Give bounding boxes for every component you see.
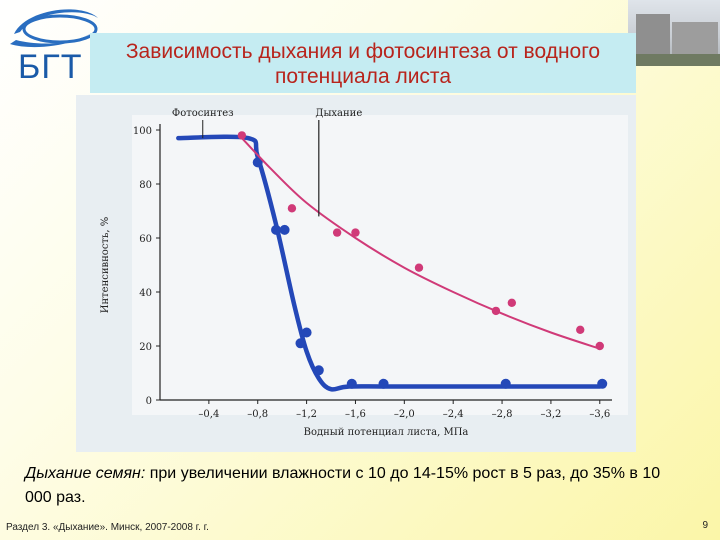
- series-line-respiration: [238, 134, 601, 350]
- y-tick-label: 60: [139, 234, 152, 245]
- x-tick-label: –2,4: [443, 409, 464, 420]
- data-point: [332, 228, 342, 237]
- data-point: [237, 131, 247, 140]
- annotation-respiration: Дыхание: [315, 108, 362, 119]
- slide-title-box: Зависимость дыхания и фотосинтеза от вод…: [90, 33, 636, 93]
- caption: Дыхание семян: при увеличении влажности …: [25, 462, 665, 510]
- university-logo: БГТ: [6, 4, 102, 94]
- caption-emphasis: Дыхание семян:: [25, 465, 146, 482]
- caption-text: при увеличении влажности с 10 до 14-15% …: [25, 465, 661, 506]
- slide-title: Зависимость дыхания и фотосинтеза от вод…: [125, 40, 601, 88]
- y-axis-label: Интенсивность, %: [100, 217, 111, 314]
- x-tick-label: –0,4: [198, 409, 219, 420]
- x-tick-label: –3,6: [589, 409, 610, 420]
- x-tick-label: –2,0: [394, 409, 415, 420]
- annotation-photosynthesis: Фотосинтез: [172, 108, 234, 119]
- data-point: [500, 378, 511, 389]
- data-point: [597, 378, 608, 389]
- data-point: [252, 157, 263, 168]
- data-point: [295, 338, 306, 349]
- logo-text: БГТ: [18, 48, 83, 86]
- data-point: [346, 378, 357, 389]
- data-point: [271, 224, 282, 235]
- y-tick-label: 0: [146, 396, 152, 407]
- data-point: [491, 306, 501, 316]
- x-axis-label: Водный потенциал листа, МПа: [304, 427, 469, 438]
- x-tick-label: –1,6: [345, 409, 366, 420]
- data-point: [287, 204, 297, 213]
- x-tick-label: –3,2: [540, 409, 561, 420]
- data-point: [414, 263, 424, 272]
- x-tick-label: –2,8: [492, 409, 513, 420]
- building-photo: [628, 0, 720, 66]
- chart-panel: 0 20 40 60 80 100 –0,4 –0,8 –1,2 –1,6 –2,0 –2,4 –2,8…: [76, 95, 636, 452]
- data-point: [313, 365, 324, 376]
- data-point: [351, 228, 360, 237]
- y-tick-label: 100: [133, 126, 152, 137]
- plot-background: [132, 115, 628, 415]
- y-tick-label: 80: [139, 180, 152, 191]
- footer-text: Раздел 3. «Дыхание». Минск, 2007-2008 г.…: [6, 522, 209, 533]
- logo-swoosh-icon: [10, 9, 100, 48]
- y-tick-label: 20: [139, 342, 152, 353]
- data-point: [279, 224, 290, 235]
- data-point: [507, 298, 517, 307]
- x-tick-label: –0,8: [247, 409, 268, 420]
- data-point: [576, 325, 585, 334]
- data-point: [378, 378, 389, 389]
- page-number: 9: [702, 520, 708, 531]
- x-tick-label: –1,2: [296, 409, 317, 420]
- data-point: [301, 327, 312, 338]
- data-point: [595, 341, 604, 351]
- y-tick-label: 40: [139, 288, 152, 299]
- chart-svg: 0 20 40 60 80 100 –0,4 –0,8 –1,2 –1,6 –2,0 –2,4 –2,8…: [100, 108, 628, 438]
